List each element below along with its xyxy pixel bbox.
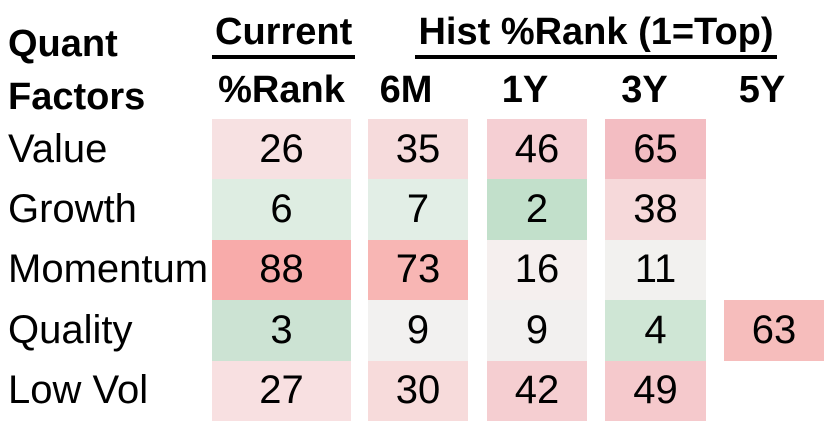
- heatmap-cell: [724, 119, 824, 179]
- row-label: Quality: [8, 307, 133, 352]
- row-label: Low Vol: [8, 368, 149, 413]
- row-label: Momentum: [8, 247, 209, 292]
- heatmap-cell: [724, 240, 824, 300]
- heatmap-cell: 42: [487, 360, 587, 421]
- hist-group-label: Hist %Rank (1=Top): [415, 13, 777, 59]
- table-row-growth: Growth 6 7 2 38: [0, 179, 826, 240]
- heatmap-cell: 38: [605, 179, 706, 240]
- heatmap-cell: 35: [368, 119, 468, 180]
- heatmap-cell: 63: [724, 300, 824, 361]
- heatmap-cell: 4: [605, 300, 706, 361]
- col-header-6m: 6M: [379, 69, 433, 111]
- heatmap-cell: 73: [368, 239, 468, 301]
- col-header-1y: 1Y: [501, 69, 549, 111]
- heatmap-cell: 49: [605, 360, 706, 421]
- heatmap-cell: 46: [487, 119, 587, 180]
- heatmap-cell: 9: [487, 300, 587, 361]
- table-row-quality: Quality 3 9 9 4 63: [0, 300, 826, 361]
- heatmap-cell: 88: [212, 239, 351, 301]
- table-title-line2: Factors: [8, 76, 146, 118]
- row-label: Value: [8, 126, 108, 171]
- heatmap-cell: 9: [368, 300, 468, 361]
- hist-group-header: Hist %Rank (1=Top): [368, 13, 824, 59]
- heatmap-cell: [724, 179, 824, 239]
- heatmap-cell: 2: [487, 179, 587, 240]
- heatmap-cell: 6: [212, 179, 351, 240]
- table-row-momentum: Momentum 88 73 16 11: [0, 239, 826, 301]
- current-group-header: Current: [212, 13, 356, 59]
- current-group-label: Current: [212, 13, 356, 59]
- col-header-5y: 5Y: [738, 69, 786, 111]
- heatmap-cell: 65: [605, 119, 706, 180]
- heatmap-cell: 16: [487, 239, 587, 301]
- heatmap-cell: 26: [212, 119, 351, 180]
- table-row-lowvol: Low Vol 27 30 42 49: [0, 360, 826, 421]
- heatmap-cell: 11: [605, 239, 706, 301]
- row-label: Growth: [8, 187, 137, 232]
- col-header-3y: 3Y: [621, 69, 668, 111]
- heatmap-cell: 7: [368, 179, 468, 240]
- table-row-value: Value 26 35 46 65: [0, 119, 826, 180]
- heatmap-cell: 27: [212, 360, 351, 421]
- heatmap-cell: [724, 361, 824, 421]
- heatmap-cell: 3: [212, 300, 351, 361]
- col-header-current-rank: %Rank: [218, 69, 345, 111]
- heatmap-cell: 30: [368, 360, 468, 421]
- table-title-line1: Quant: [8, 23, 118, 65]
